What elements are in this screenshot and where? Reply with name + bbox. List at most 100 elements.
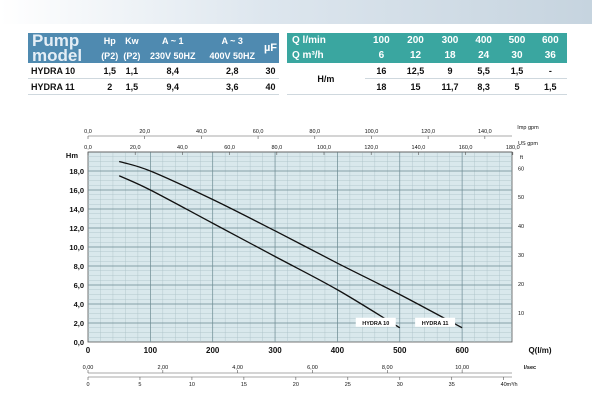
table-row: HYDRA 11 2 1,5 9,4 3,6 40 (28, 78, 279, 95)
h-cell: 1,5 (533, 78, 567, 95)
y-tick-label: 12,0 (69, 224, 84, 233)
us-gpm-tick-label: 20,0 (130, 145, 141, 151)
col-kw: Kw (120, 33, 144, 48)
y-tick-label: 16,0 (69, 186, 84, 195)
us-gpm-unit: US gpm (518, 141, 538, 147)
us-gpm-tick-label: 40,0 (177, 145, 188, 151)
us-gpm-tick-label: 180,0 (506, 145, 520, 151)
col-uf: µF (261, 33, 279, 63)
series-label-box (415, 317, 456, 327)
spec-table: Pump Hp Kw A ~ 1 A ~ 3 µF model (P2) (P2… (28, 32, 279, 95)
y-tick-label: 4,0 (74, 300, 84, 309)
h-cell: 8,3 (467, 78, 501, 95)
y-tick-label: 0,0 (74, 338, 84, 347)
us-gpm-tick-label: 160,0 (459, 145, 473, 151)
y-tick-label: 2,0 (74, 319, 84, 328)
h-cell: 16 (364, 63, 398, 79)
x-tick-label: 500 (393, 346, 407, 355)
q-m3h-cell: 6 (364, 48, 398, 63)
lsec-tick-label: 4,00 (232, 365, 243, 371)
series-line-hydra-11 (118, 160, 463, 329)
ft-axis-unit: ft (520, 155, 524, 161)
us-gpm-tick-label: 120,0 (364, 145, 378, 151)
lsec-unit: l/sec (524, 365, 536, 371)
uf-value: 40 (261, 78, 279, 95)
x-tick-label: 400 (331, 346, 345, 355)
q-lmin-cell: 600 (533, 33, 567, 48)
lsec-tick-label: 6,00 (307, 365, 318, 371)
x-tick-label: 300 (268, 346, 282, 355)
h-cell: 9 (433, 63, 467, 79)
imp-gpm-tick-label: 0,0 (84, 129, 92, 135)
table-row: H/m 16 12,5 9 5,5 1,5 - (287, 63, 567, 95)
q-m3h-cell: 36 (533, 48, 567, 63)
y-tick-label: 8,0 (74, 262, 84, 271)
m3h-tick-label: 25 (345, 382, 351, 388)
imp-gpm-tick-label: 40,0 (196, 129, 207, 135)
hp-value: 2 (98, 78, 121, 95)
spec-title-line1: Pump (28, 32, 99, 49)
q-m3h-cell: 30 (500, 48, 534, 63)
lsec-tick-label: 2,00 (157, 365, 168, 371)
model-name: HYDRA 10 (28, 63, 99, 79)
ft-tick-label: 20 (518, 282, 524, 288)
us-gpm-tick-label: 100,0 (317, 145, 331, 151)
h-cell: 1,5 (500, 63, 534, 79)
h-cell: 15 (398, 78, 433, 95)
y-axis-unit: Hm (66, 151, 78, 160)
ft-tick-label: 30 (518, 253, 524, 259)
us-gpm-tick-label: 0,0 (84, 145, 92, 151)
series-label: HYDRA 11 (422, 321, 449, 327)
spec-title-line2: model (28, 47, 99, 64)
m3h-tick-label: 40 (501, 382, 507, 388)
m3h-tick-label: 35 (449, 382, 455, 388)
x-axis-unit: Q(l/m) (528, 346, 551, 355)
sub-a1: 230V 50HZ (143, 48, 203, 63)
us-gpm-tick-label: 60,0 (224, 145, 235, 151)
ft-tick-label: 10 (518, 311, 524, 317)
us-gpm-tick-label: 80,0 (271, 145, 282, 151)
sub-hp: (P2) (98, 48, 121, 63)
m3h-tick-label: 10 (189, 382, 195, 388)
q-m3h-cell: 18 (433, 48, 467, 63)
h-cell: 11,7 (433, 78, 467, 95)
table-row: HYDRA 10 1,5 1,1 8,4 2,8 30 (28, 63, 279, 79)
a1-value: 9,4 (143, 78, 203, 95)
a3-value: 2,8 (202, 63, 262, 79)
m3h-unit: m³/h (507, 382, 518, 388)
q-lmin-label: Q l/min (287, 33, 365, 48)
header-band (0, 0, 592, 24)
y-tick-label: 14,0 (69, 205, 84, 214)
imp-gpm-unit: Imp gpm (517, 125, 539, 131)
ft-tick-label: 60 (518, 166, 524, 172)
y-tick-label: 6,0 (74, 281, 84, 290)
hp-value: 1,5 (98, 63, 121, 79)
h-cell: 5,5 (467, 63, 501, 79)
lsec-tick-label: 8,00 (382, 365, 393, 371)
x-tick-label: 600 (455, 346, 469, 355)
lsec-tick-label: 10,00 (455, 365, 469, 371)
col-a3: A ~ 3 (202, 33, 262, 48)
imp-gpm-tick-label: 100,0 (365, 129, 379, 135)
series-label: HYDRA 10 (362, 321, 389, 327)
y-tick-label: 10,0 (69, 243, 84, 252)
kw-value: 1,5 (120, 78, 144, 95)
series-line-hydra-10 (118, 175, 401, 329)
imp-gpm-tick-label: 140,0 (478, 129, 492, 135)
ft-tick-label: 50 (518, 195, 524, 201)
sub-a3: 400V 50HZ (202, 48, 262, 63)
q-lmin-cell: 100 (364, 33, 398, 48)
uf-value: 30 (261, 63, 279, 79)
q-lmin-cell: 300 (433, 33, 467, 48)
lsec-tick-label: 0,00 (83, 365, 94, 371)
x-tick-label: 100 (144, 346, 158, 355)
sub-kw: (P2) (120, 48, 144, 63)
col-hp: Hp (98, 33, 121, 48)
q-m3h-cell: 24 (467, 48, 501, 63)
imp-gpm-tick-label: 60,0 (253, 129, 264, 135)
ft-tick-label: 40 (518, 224, 524, 230)
m3h-tick-label: 0 (86, 382, 89, 388)
q-lmin-cell: 200 (398, 33, 433, 48)
h-cell: 18 (364, 78, 398, 95)
series-label-box (355, 317, 396, 327)
